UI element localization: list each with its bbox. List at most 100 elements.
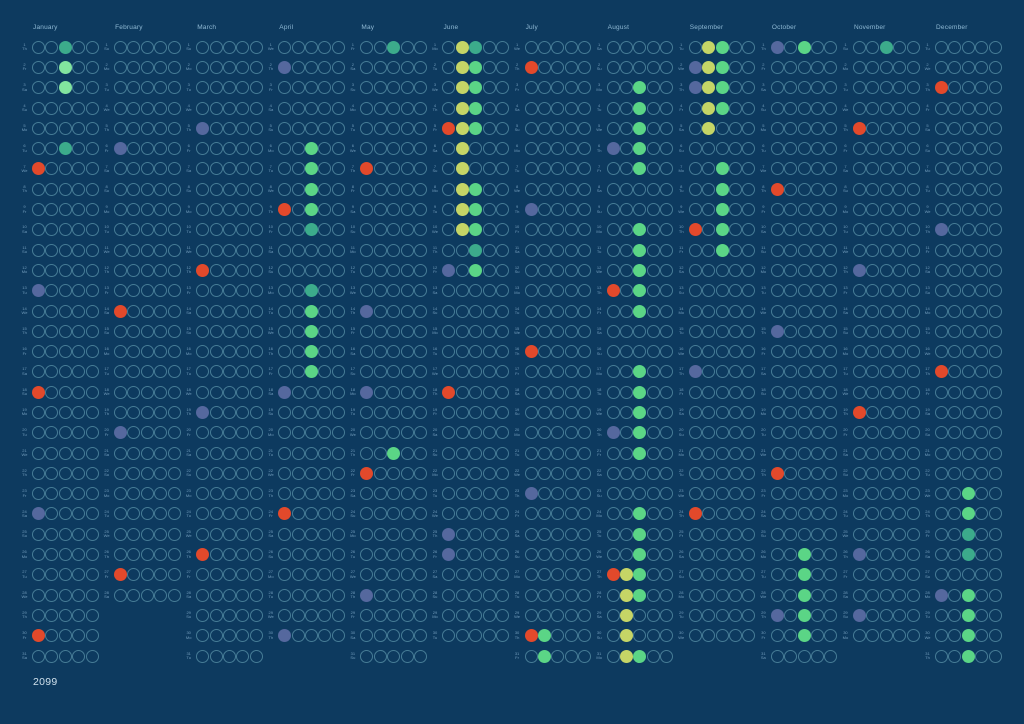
day-slot[interactable] bbox=[824, 568, 838, 582]
day-slot[interactable] bbox=[387, 324, 401, 338]
day-slot[interactable] bbox=[688, 466, 702, 480]
day-slot[interactable] bbox=[455, 284, 469, 298]
day-slot[interactable] bbox=[948, 345, 962, 359]
day-dot[interactable] bbox=[633, 284, 647, 298]
day-slot[interactable] bbox=[222, 101, 236, 115]
day-slot[interactable] bbox=[961, 101, 975, 115]
day-slot[interactable] bbox=[140, 243, 154, 257]
day-slot[interactable] bbox=[866, 588, 880, 602]
day-slot[interactable] bbox=[975, 527, 989, 541]
day-slot[interactable] bbox=[387, 629, 401, 643]
day-slot[interactable] bbox=[305, 40, 319, 54]
day-slot[interactable] bbox=[728, 629, 742, 643]
day-slot[interactable] bbox=[660, 385, 674, 399]
day-slot[interactable] bbox=[127, 324, 141, 338]
day-slot[interactable] bbox=[606, 548, 620, 562]
day-dot[interactable] bbox=[633, 568, 647, 582]
day-slot[interactable] bbox=[893, 446, 907, 460]
day-slot[interactable] bbox=[537, 608, 551, 622]
day-slot[interactable] bbox=[114, 324, 128, 338]
day-slot[interactable] bbox=[45, 649, 59, 663]
day-slot[interactable] bbox=[209, 405, 223, 419]
day-slot[interactable] bbox=[387, 60, 401, 74]
day-slot[interactable] bbox=[797, 243, 811, 257]
day-slot[interactable] bbox=[387, 548, 401, 562]
day-slot[interactable] bbox=[291, 60, 305, 74]
day-slot[interactable] bbox=[222, 588, 236, 602]
day-slot[interactable] bbox=[620, 243, 634, 257]
day-slot[interactable] bbox=[988, 405, 1002, 419]
day-slot[interactable] bbox=[318, 243, 332, 257]
day-slot[interactable] bbox=[660, 203, 674, 217]
day-slot[interactable] bbox=[578, 243, 592, 257]
day-slot[interactable] bbox=[975, 284, 989, 298]
day-slot[interactable] bbox=[373, 548, 387, 562]
day-dot[interactable] bbox=[305, 324, 319, 338]
day-slot[interactable] bbox=[209, 487, 223, 501]
day-slot[interactable] bbox=[278, 466, 292, 480]
day-dot[interactable] bbox=[633, 446, 647, 460]
day-slot[interactable] bbox=[222, 263, 236, 277]
day-slot[interactable] bbox=[948, 162, 962, 176]
day-slot[interactable] bbox=[209, 40, 223, 54]
day-slot[interactable] bbox=[127, 548, 141, 562]
day-slot[interactable] bbox=[482, 629, 496, 643]
day-slot[interactable] bbox=[688, 40, 702, 54]
day-slot[interactable] bbox=[620, 385, 634, 399]
day-slot[interactable] bbox=[824, 345, 838, 359]
day-slot[interactable] bbox=[702, 162, 716, 176]
day-slot[interactable] bbox=[32, 345, 45, 359]
day-slot[interactable] bbox=[564, 548, 578, 562]
day-slot[interactable] bbox=[811, 405, 825, 419]
day-slot[interactable] bbox=[482, 466, 496, 480]
day-slot[interactable] bbox=[866, 142, 880, 156]
day-slot[interactable] bbox=[906, 588, 920, 602]
day-slot[interactable] bbox=[811, 223, 825, 237]
day-slot[interactable] bbox=[975, 263, 989, 277]
day-slot[interactable] bbox=[249, 142, 263, 156]
day-slot[interactable] bbox=[305, 568, 319, 582]
day-slot[interactable] bbox=[442, 365, 456, 379]
day-slot[interactable] bbox=[742, 345, 756, 359]
day-slot[interactable] bbox=[72, 649, 86, 663]
day-slot[interactable] bbox=[620, 101, 634, 115]
day-slot[interactable] bbox=[249, 527, 263, 541]
day-slot[interactable] bbox=[222, 142, 236, 156]
day-slot[interactable] bbox=[975, 649, 989, 663]
day-slot[interactable] bbox=[564, 203, 578, 217]
day-slot[interactable] bbox=[387, 162, 401, 176]
day-slot[interactable] bbox=[906, 40, 920, 54]
day-slot[interactable] bbox=[154, 284, 168, 298]
day-slot[interactable] bbox=[45, 81, 59, 95]
day-slot[interactable] bbox=[551, 487, 565, 501]
day-slot[interactable] bbox=[236, 365, 250, 379]
day-slot[interactable] bbox=[58, 466, 72, 480]
day-slot[interactable] bbox=[906, 81, 920, 95]
day-slot[interactable] bbox=[318, 263, 332, 277]
day-slot[interactable] bbox=[318, 487, 332, 501]
day-slot[interactable] bbox=[58, 629, 72, 643]
day-slot[interactable] bbox=[537, 203, 551, 217]
day-slot[interactable] bbox=[524, 507, 538, 521]
day-slot[interactable] bbox=[702, 203, 716, 217]
day-slot[interactable] bbox=[852, 568, 866, 582]
day-slot[interactable] bbox=[893, 487, 907, 501]
day-slot[interactable] bbox=[32, 365, 45, 379]
day-slot[interactable] bbox=[167, 304, 181, 318]
day-slot[interactable] bbox=[413, 284, 427, 298]
day-slot[interactable] bbox=[400, 588, 414, 602]
day-slot[interactable] bbox=[278, 548, 292, 562]
day-slot[interactable] bbox=[85, 487, 99, 501]
day-slot[interactable] bbox=[45, 324, 59, 338]
day-slot[interactable] bbox=[85, 182, 99, 196]
day-slot[interactable] bbox=[537, 527, 551, 541]
day-slot[interactable] bbox=[32, 101, 45, 115]
day-slot[interactable] bbox=[524, 568, 538, 582]
day-slot[interactable] bbox=[222, 527, 236, 541]
day-slot[interactable] bbox=[45, 101, 59, 115]
day-slot[interactable] bbox=[564, 507, 578, 521]
day-slot[interactable] bbox=[236, 142, 250, 156]
day-dot[interactable] bbox=[442, 527, 456, 541]
day-slot[interactable] bbox=[578, 203, 592, 217]
day-slot[interactable] bbox=[524, 446, 538, 460]
